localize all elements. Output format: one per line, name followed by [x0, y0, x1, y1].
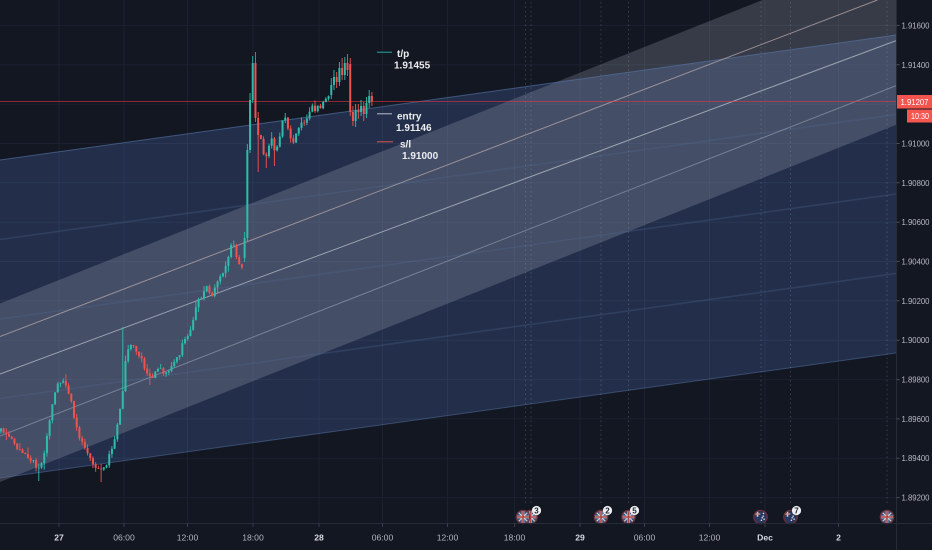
svg-text:06:00: 06:00 [372, 533, 394, 543]
svg-text:29: 29 [575, 533, 585, 543]
svg-text:1.90800: 1.90800 [902, 178, 930, 188]
svg-text:s/l: s/l [400, 140, 411, 151]
svg-text:7: 7 [794, 506, 799, 515]
svg-text:12:00: 12:00 [437, 533, 459, 543]
svg-text:12:00: 12:00 [699, 533, 721, 543]
svg-text:1.91455: 1.91455 [394, 61, 431, 72]
svg-text:3: 3 [534, 506, 539, 515]
svg-text:1.90400: 1.90400 [902, 257, 930, 267]
svg-text:entry: entry [397, 112, 422, 123]
svg-text:1.90600: 1.90600 [902, 217, 930, 227]
svg-text:1.89400: 1.89400 [902, 453, 930, 463]
svg-text:12:00: 12:00 [177, 533, 199, 543]
svg-text:06:00: 06:00 [634, 533, 656, 543]
svg-text:1.91600: 1.91600 [902, 20, 930, 30]
svg-text:1.89800: 1.89800 [902, 375, 930, 385]
svg-text:27: 27 [54, 533, 64, 543]
svg-text:28: 28 [314, 533, 324, 543]
svg-text:t/p: t/p [397, 49, 409, 60]
svg-text:1.91400: 1.91400 [902, 60, 930, 70]
svg-text:1.90000: 1.90000 [902, 335, 930, 345]
svg-text:1.91207: 1.91207 [901, 97, 929, 107]
svg-text:18:00: 18:00 [504, 533, 526, 543]
svg-text:1.91000: 1.91000 [402, 151, 439, 162]
svg-text:1.89200: 1.89200 [902, 493, 930, 503]
svg-text:10:30: 10:30 [911, 111, 929, 121]
svg-text:2: 2 [605, 506, 610, 515]
svg-text:1.89600: 1.89600 [902, 414, 930, 424]
svg-text:1.91146: 1.91146 [396, 123, 432, 134]
svg-text:06:00: 06:00 [113, 533, 135, 543]
svg-text:1.90200: 1.90200 [902, 296, 930, 306]
svg-text:5: 5 [632, 506, 637, 515]
svg-text:2: 2 [836, 533, 841, 543]
svg-text:Dec: Dec [757, 533, 773, 543]
svg-text:18:00: 18:00 [242, 533, 264, 543]
svg-text:1.91000: 1.91000 [902, 139, 930, 149]
